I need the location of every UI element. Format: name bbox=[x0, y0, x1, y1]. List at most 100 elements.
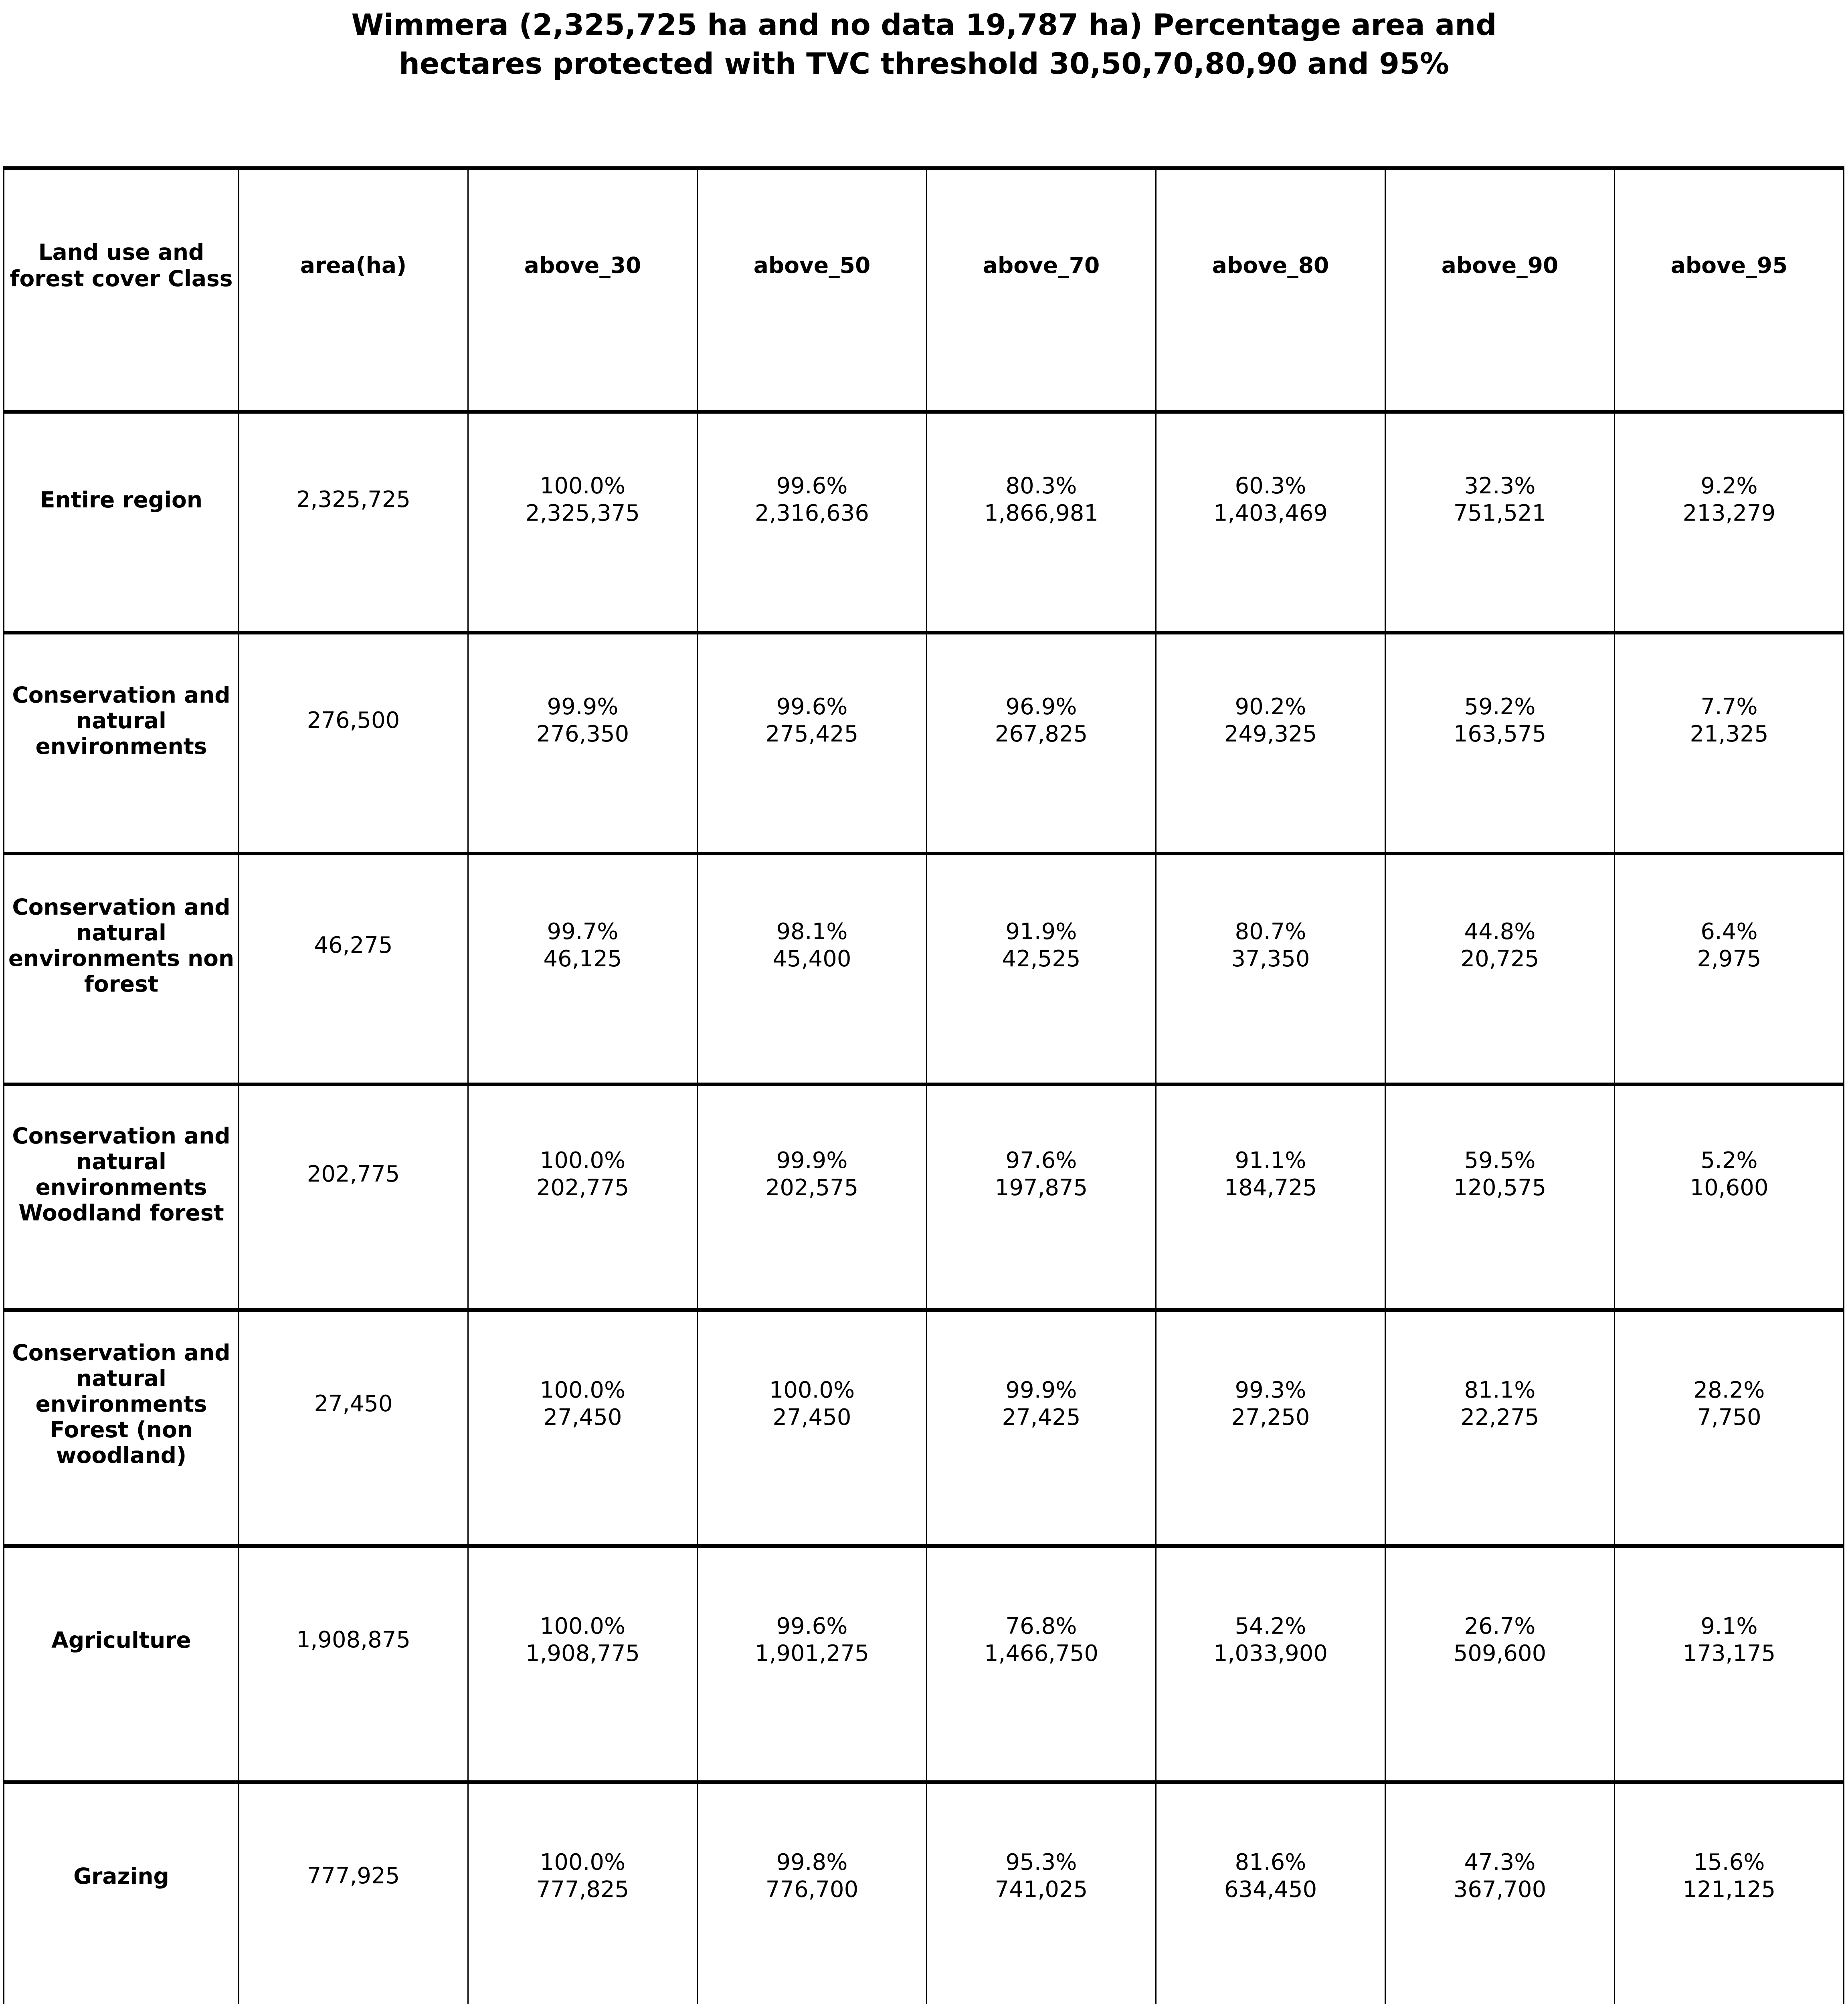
percent-value: 91.9% bbox=[1005, 919, 1077, 945]
value-cell-above_50: 99.9% 202,575 bbox=[697, 1083, 927, 1312]
area-value: 2,325,725 bbox=[238, 410, 469, 634]
percent-value: 9.2% bbox=[1700, 473, 1758, 499]
percent-value: 15.6% bbox=[1693, 1849, 1765, 1875]
hectares-value: 741,025 bbox=[995, 1877, 1088, 1903]
percent-value: 99.8% bbox=[776, 1849, 848, 1875]
percent-value: 99.3% bbox=[1235, 1377, 1306, 1403]
hectares-value: 2,316,636 bbox=[754, 500, 869, 526]
value-cell-above_95: 5.2% 10,600 bbox=[1614, 1083, 1844, 1312]
value-cell-above_80: 80.7% 37,350 bbox=[1155, 852, 1386, 1086]
percent-value: 100.0% bbox=[540, 1849, 626, 1875]
percent-value: 99.6% bbox=[776, 694, 848, 720]
percent-value: 44.8% bbox=[1464, 919, 1536, 945]
percent-value: 80.7% bbox=[1235, 919, 1306, 945]
hectares-value: 1,033,900 bbox=[1213, 1640, 1328, 1667]
hectares-value: 367,700 bbox=[1453, 1877, 1547, 1903]
column-header-area-ha-: area(ha) bbox=[238, 166, 469, 414]
hectares-value: 634,450 bbox=[1224, 1877, 1317, 1903]
percent-value: 7.7% bbox=[1700, 694, 1758, 720]
percent-value: 47.3% bbox=[1464, 1849, 1536, 1875]
percent-value: 95.3% bbox=[1005, 1849, 1077, 1875]
hectares-value: 751,521 bbox=[1453, 500, 1547, 526]
percent-value: 81.6% bbox=[1235, 1849, 1306, 1875]
table-row: Conservation and natural environments 276… bbox=[3, 631, 1844, 855]
percent-value: 100.0% bbox=[540, 473, 626, 499]
value-cell-above_50: 100.0% 27,450 bbox=[697, 1308, 927, 1548]
value-cell-above_50: 98.1% 45,400 bbox=[697, 852, 927, 1086]
value-cell-above_70: 95.3% 741,025 bbox=[926, 1780, 1157, 2004]
table-row: Grazing 777,925 100.0% 777,825 99.8% 776,700 9… bbox=[3, 1780, 1844, 2004]
value-cell-above_80: 81.6% 634,450 bbox=[1155, 1780, 1386, 2004]
value-cell-above_70: 96.9% 267,825 bbox=[926, 631, 1157, 855]
hectares-value: 1,466,750 bbox=[984, 1640, 1098, 1667]
percent-value: 60.3% bbox=[1235, 473, 1306, 499]
percent-value: 99.7% bbox=[547, 919, 619, 945]
page-title-line1: Wimmera (2,325,725 ha and no data 19,787… bbox=[351, 8, 1497, 42]
hectares-value: 37,350 bbox=[1231, 946, 1310, 972]
value-cell-above_80: 91.1% 184,725 bbox=[1155, 1083, 1386, 1312]
hectares-value: 776,700 bbox=[765, 1877, 859, 1903]
row-label: Conservation and natural environments Wo… bbox=[3, 1083, 239, 1312]
hectares-value: 10,600 bbox=[1690, 1175, 1769, 1201]
column-header-above-30: above_30 bbox=[467, 166, 698, 414]
percent-value: 76.8% bbox=[1005, 1613, 1077, 1639]
value-cell-above_80: 54.2% 1,033,900 bbox=[1155, 1544, 1386, 1784]
percent-value: 96.9% bbox=[1005, 694, 1077, 720]
value-cell-above_50: 99.6% 1,901,275 bbox=[697, 1544, 927, 1784]
value-cell-above_30: 100.0% 777,825 bbox=[467, 1780, 698, 2004]
column-header-land-use-and-forest-cover-class: Land use and forest cover Class bbox=[3, 166, 239, 414]
percent-value: 54.2% bbox=[1235, 1613, 1306, 1639]
percent-value: 59.5% bbox=[1464, 1147, 1536, 1174]
hectares-value: 173,175 bbox=[1682, 1640, 1776, 1667]
area-value: 777,925 bbox=[238, 1780, 469, 2004]
percent-value: 98.1% bbox=[776, 919, 848, 945]
hectares-value: 27,250 bbox=[1231, 1404, 1310, 1430]
percent-value: 26.7% bbox=[1464, 1613, 1536, 1639]
hectares-value: 46,125 bbox=[543, 946, 622, 972]
hectares-value: 213,279 bbox=[1682, 500, 1776, 526]
page-title: Wimmera (2,325,725 ha and no data 19,787… bbox=[0, 6, 1848, 83]
hectares-value: 42,525 bbox=[1002, 946, 1081, 972]
value-cell-above_90: 59.5% 120,575 bbox=[1385, 1083, 1615, 1312]
area-value: 276,500 bbox=[238, 631, 469, 855]
hectares-value: 121,125 bbox=[1682, 1877, 1776, 1903]
area-value: 202,775 bbox=[238, 1083, 469, 1312]
percent-value: 81.1% bbox=[1464, 1377, 1536, 1403]
value-cell-above_80: 90.2% 249,325 bbox=[1155, 631, 1386, 855]
percent-value: 80.3% bbox=[1005, 473, 1077, 499]
percent-value: 99.6% bbox=[776, 473, 848, 499]
value-cell-above_95: 28.2% 7,750 bbox=[1614, 1308, 1844, 1548]
area-value: 27,450 bbox=[238, 1308, 469, 1548]
value-cell-above_80: 99.3% 27,250 bbox=[1155, 1308, 1386, 1548]
value-cell-above_70: 99.9% 27,425 bbox=[926, 1308, 1157, 1548]
value-cell-above_30: 99.9% 276,350 bbox=[467, 631, 698, 855]
value-cell-above_90: 26.7% 509,600 bbox=[1385, 1544, 1615, 1784]
hectares-value: 27,450 bbox=[772, 1404, 851, 1430]
value-cell-above_95: 6.4% 2,975 bbox=[1614, 852, 1844, 1086]
value-cell-above_30: 100.0% 1,908,775 bbox=[467, 1544, 698, 1784]
row-label: Conservation and natural environments no… bbox=[3, 852, 239, 1086]
hectares-value: 2,975 bbox=[1697, 946, 1761, 972]
value-cell-above_95: 9.1% 173,175 bbox=[1614, 1544, 1844, 1784]
value-cell-above_90: 44.8% 20,725 bbox=[1385, 852, 1615, 1086]
row-label: Conservation and natural environments bbox=[3, 631, 239, 855]
hectares-value: 27,450 bbox=[543, 1404, 622, 1430]
value-cell-above_95: 9.2% 213,279 bbox=[1614, 410, 1844, 634]
value-cell-above_50: 99.8% 776,700 bbox=[697, 1780, 927, 2004]
hectares-value: 20,725 bbox=[1460, 946, 1539, 972]
area-value: 46,275 bbox=[238, 852, 469, 1086]
table-row: Conservation and natural environments Wo… bbox=[3, 1083, 1844, 1312]
percent-value: 100.0% bbox=[769, 1377, 855, 1403]
percent-value: 28.2% bbox=[1693, 1377, 1765, 1403]
value-cell-above_95: 7.7% 21,325 bbox=[1614, 631, 1844, 855]
column-header-above-50: above_50 bbox=[697, 166, 927, 414]
percent-value: 91.1% bbox=[1235, 1147, 1306, 1174]
row-label: Grazing bbox=[3, 1780, 239, 2004]
value-cell-above_50: 99.6% 2,316,636 bbox=[697, 410, 927, 634]
hectares-value: 267,825 bbox=[995, 721, 1088, 747]
column-header-above-80: above_80 bbox=[1155, 166, 1386, 414]
percent-value: 99.9% bbox=[1005, 1377, 1077, 1403]
percent-value: 90.2% bbox=[1235, 694, 1306, 720]
hectares-value: 45,400 bbox=[772, 946, 851, 972]
